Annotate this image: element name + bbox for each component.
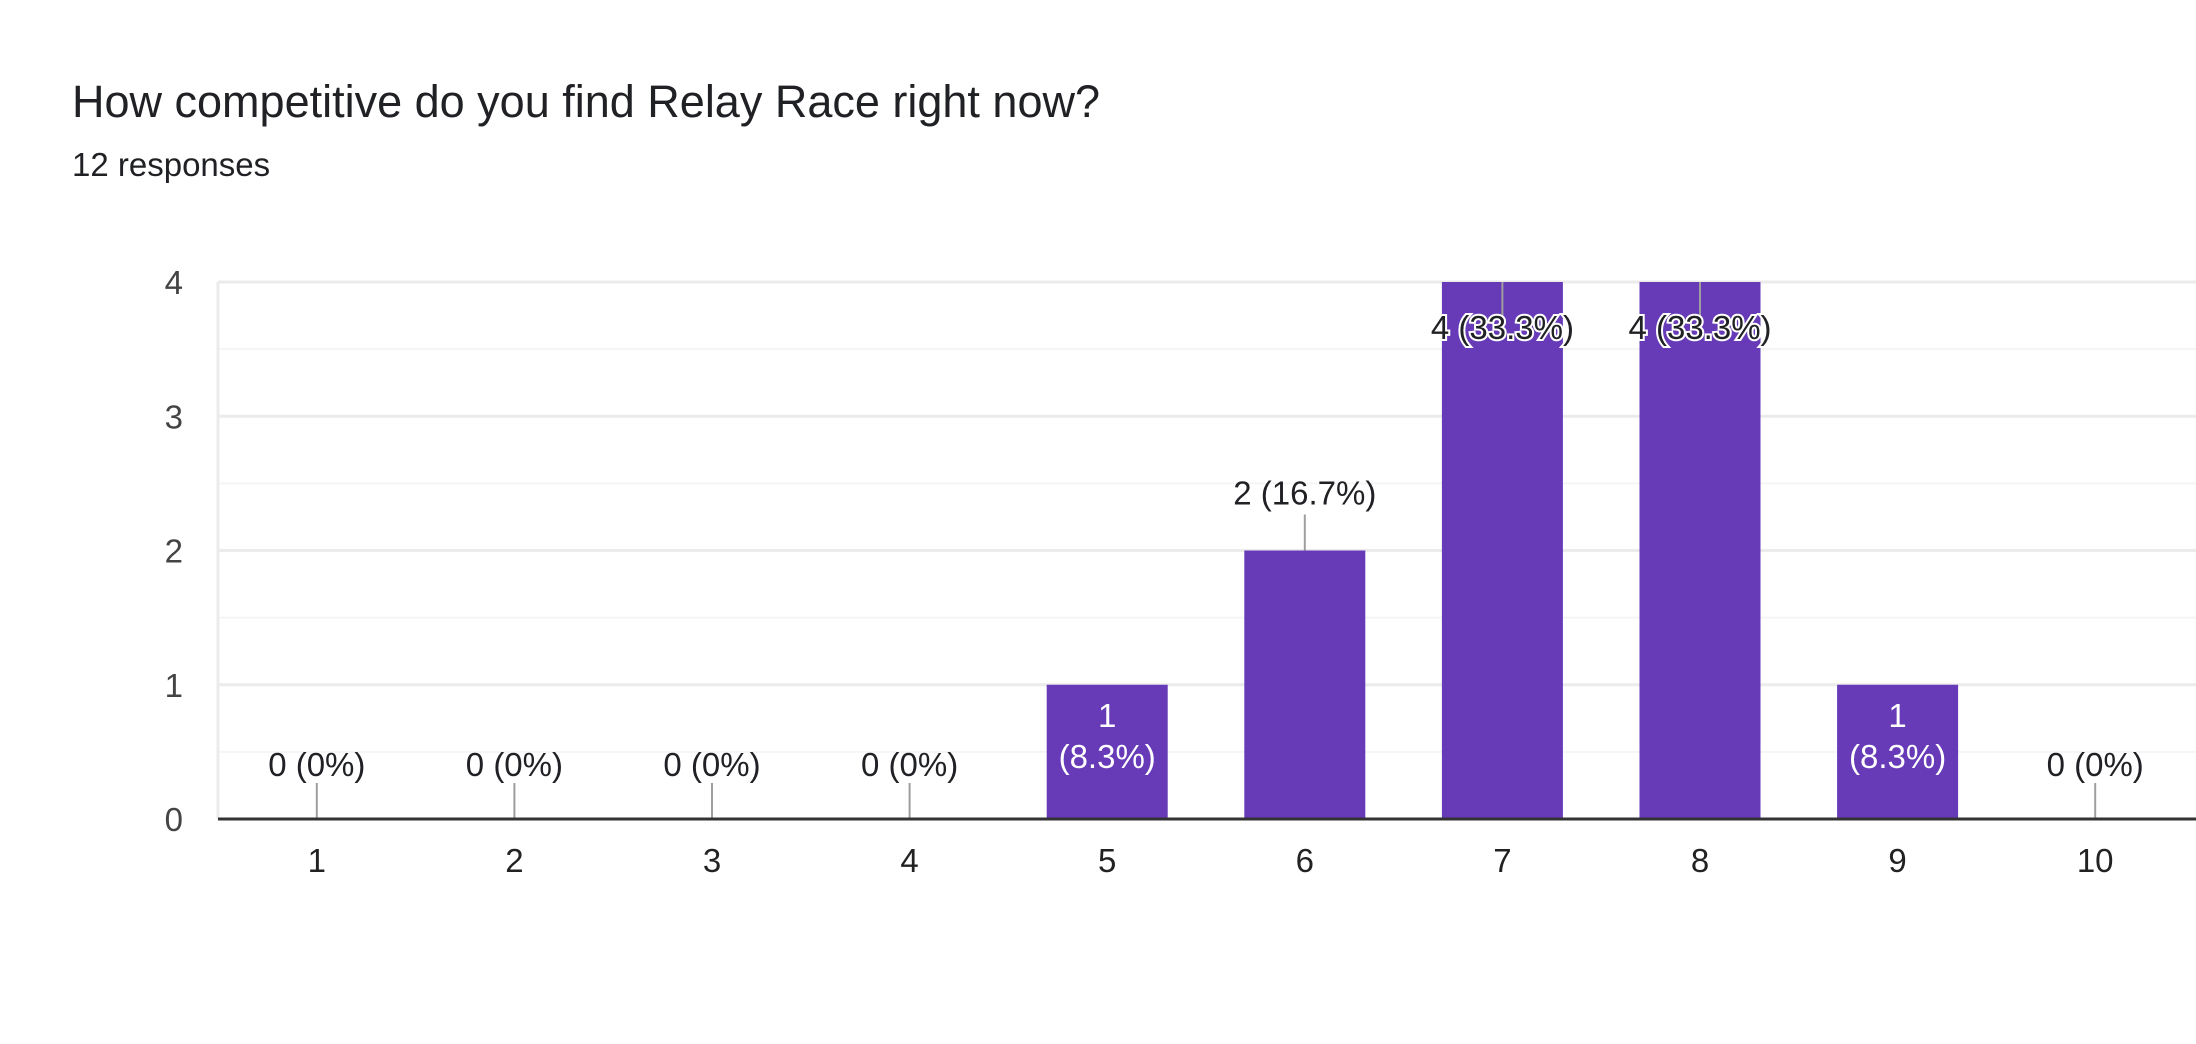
data-label: 0 (0%) [663,746,760,783]
data-label: 4 (33.3%) [1431,309,1574,346]
x-tick-label: 6 [1296,842,1314,879]
data-label: 0 (0%) [861,746,958,783]
data-label: 0 (0%) [466,746,563,783]
y-tick-label: 0 [165,801,183,838]
data-label: 0 (0%) [268,746,365,783]
x-tick-label: 2 [505,842,523,879]
data-label: (8.3%) [1849,738,1946,775]
response-count: 12 responses [72,146,271,183]
data-label: 0 (0%) [2047,746,2144,783]
y-tick-label: 4 [165,264,183,301]
bar [1441,282,1563,819]
x-tick-label: 1 [308,842,326,879]
bar [1244,550,1366,819]
y-tick-label: 2 [165,533,183,570]
x-tick-label: 3 [703,842,721,879]
x-tick-label: 9 [1888,842,1906,879]
data-label: 2 (16.7%) [1233,475,1376,512]
data-label: 4 (33.3%) [1628,309,1771,346]
x-tick-label: 10 [2077,842,2114,879]
bar [1639,282,1761,819]
x-tick-label: 8 [1691,842,1709,879]
x-tick-label: 5 [1098,842,1116,879]
bar [1837,684,1959,819]
x-tick-label: 7 [1493,842,1511,879]
data-label: (8.3%) [1059,738,1156,775]
bar [1046,684,1168,819]
data-label: 1 [1098,697,1116,734]
y-tick-label: 3 [165,398,183,435]
y-tick-label: 1 [165,667,183,704]
x-tick-label: 4 [900,842,918,879]
data-label: 1 [1888,697,1906,734]
question-title: How competitive do you find Relay Race r… [72,76,1101,127]
